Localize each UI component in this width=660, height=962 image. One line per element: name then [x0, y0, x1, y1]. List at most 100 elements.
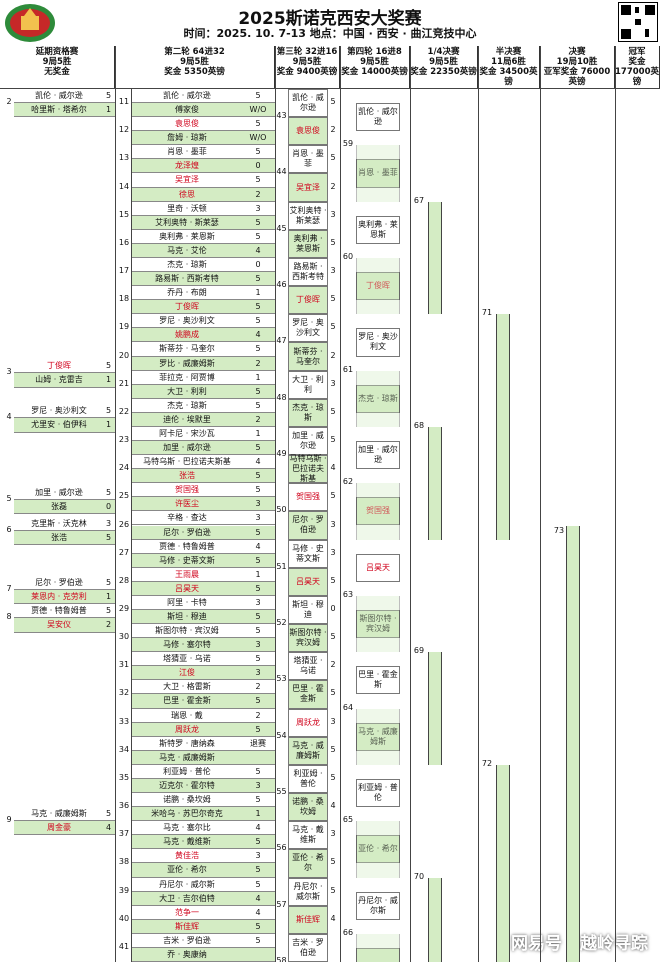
- match-number: 31: [118, 660, 130, 670]
- match-number: 16: [118, 237, 130, 247]
- bracket-line-v: [131, 455, 132, 484]
- player-score: 5: [241, 89, 275, 104]
- match-number: 72: [481, 758, 493, 768]
- player-score: 5: [330, 237, 336, 247]
- player-name: 利亚姆 · 普伦: [356, 778, 400, 808]
- match-number: 26: [118, 519, 130, 529]
- player-name: 罗尼 · 奥沙利文: [356, 328, 400, 357]
- player-score: 5: [241, 793, 275, 808]
- player-name: 阿里 · 卡特: [131, 596, 241, 610]
- player-score: 1: [241, 807, 275, 822]
- bracket-fill: [356, 708, 400, 765]
- column-header: 第二轮 64进32 9局5胜 奖金 5350英镑: [115, 46, 275, 88]
- player-score: 5: [330, 406, 336, 416]
- player-name: 龙泽煌: [131, 159, 241, 174]
- player-name: 亚伦 · 希尔: [131, 863, 241, 878]
- player-score: 3: [330, 716, 336, 726]
- player-score: 3: [330, 378, 336, 388]
- player-name: 阿卡尼 · 宋沙瓦: [131, 427, 241, 441]
- player-score: 3: [102, 517, 115, 532]
- player-score: 5: [102, 359, 115, 374]
- match-number: 2: [6, 97, 12, 107]
- player-name: 路易斯 · 西斯考特: [131, 272, 241, 287]
- bracket-line-v: [131, 117, 132, 146]
- player-name: 罗尼 · 奥沙利文: [288, 314, 328, 343]
- column-header-line: 奖金 14000英镑: [341, 67, 408, 77]
- player-score: 5: [241, 863, 275, 878]
- player-name: 斯坦 · 穆迪: [131, 609, 241, 625]
- bracket-line-v: [131, 595, 132, 625]
- player-score: 2: [241, 187, 275, 202]
- match-number: 68: [413, 420, 425, 430]
- bracket-line-v: [131, 708, 132, 737]
- player-score: 5: [102, 576, 115, 591]
- player-name: 迈克尔 · 霍尔特: [131, 778, 241, 794]
- player-name: 大卫 · 吉尔伯特: [131, 891, 241, 906]
- match-number: 52: [276, 618, 287, 628]
- match-number: 19: [118, 322, 130, 332]
- player-name: 凯伦 · 威尔逊: [131, 89, 241, 104]
- match-number: 15: [118, 209, 130, 219]
- column-header-line: 9局5胜: [360, 57, 389, 67]
- player-name: 亚伦 · 希尔: [288, 849, 328, 878]
- player-score: 4: [241, 891, 275, 906]
- column-header-line: 第二轮 64进32: [164, 47, 225, 57]
- bracket-line-v: [131, 286, 132, 315]
- column-header: 决赛 19局10胜 亚军奖金 76000英镑: [540, 46, 615, 88]
- player-name: 瑞恩 · 戴: [131, 709, 241, 723]
- player-name: 吉米 · 罗伯逊: [288, 933, 328, 962]
- bracket-line-v: [131, 257, 132, 287]
- column-header-line: 9局5胜: [429, 57, 458, 67]
- player-score: 5: [241, 878, 275, 892]
- player-name: 江俊: [131, 666, 241, 681]
- player-name: 张浩: [14, 531, 102, 546]
- match-number: 13: [118, 153, 130, 163]
- player-score: 5: [241, 342, 275, 357]
- player-score: 5: [241, 624, 275, 639]
- bracket-line-v: [131, 877, 132, 906]
- match-number: 23: [118, 435, 130, 445]
- match-number: 65: [342, 815, 354, 825]
- player-name: 许医尘: [131, 497, 241, 512]
- player-score: 5: [241, 694, 275, 709]
- player-score: 5: [241, 835, 275, 850]
- bracket-line-v: [131, 370, 132, 399]
- player-score: 4: [330, 463, 336, 473]
- bracket-line-h: [0, 88, 660, 89]
- player-score: 1: [241, 371, 275, 385]
- player-score: 5: [330, 153, 336, 163]
- player-name: 加里 · 威尔逊: [14, 486, 102, 501]
- match-number: 17: [118, 266, 130, 276]
- player-score: 5: [330, 435, 336, 445]
- bracket-line-v: [131, 680, 132, 709]
- player-name: 乔 · 奥康纳: [131, 947, 241, 962]
- bracket-line-v: [131, 793, 132, 822]
- player-name: 罗尼 · 奥沙利文: [131, 314, 241, 329]
- player-score: 5: [241, 230, 275, 244]
- player-score: 5: [102, 807, 115, 822]
- player-score: 3: [241, 778, 275, 794]
- player-score: 5: [241, 581, 275, 596]
- match-number: 5: [6, 494, 12, 504]
- player-score: 5: [241, 525, 275, 540]
- player-name: 大卫 · 利利: [131, 384, 241, 399]
- player-score: 3: [330, 829, 336, 839]
- match-number: 73: [553, 525, 565, 535]
- player-score: 2: [241, 356, 275, 371]
- match-number: 3: [6, 367, 12, 377]
- bracket-fill: [356, 145, 400, 202]
- player-score: 1: [102, 103, 115, 118]
- player-name: 路易斯 · 西斯考特: [288, 257, 328, 287]
- bracket-fill: [428, 201, 442, 315]
- column-header: 半决赛 11局6胜 奖金 34500英镑: [478, 46, 540, 88]
- bracket-line-v: [131, 764, 132, 794]
- player-score: 4: [102, 821, 115, 836]
- match-number: 6: [6, 525, 12, 535]
- player-name: 巴里 · 霍金斯: [288, 680, 328, 709]
- player-name: 诺鹏 · 桑坎姆: [131, 793, 241, 808]
- player-name: 袁思俊: [288, 117, 328, 146]
- player-name: 迪伦 · 埃默里: [131, 412, 241, 427]
- player-name: 克里斯 · 沃克林: [14, 517, 102, 532]
- player-score: 3: [241, 849, 275, 864]
- player-score: 2: [330, 125, 336, 135]
